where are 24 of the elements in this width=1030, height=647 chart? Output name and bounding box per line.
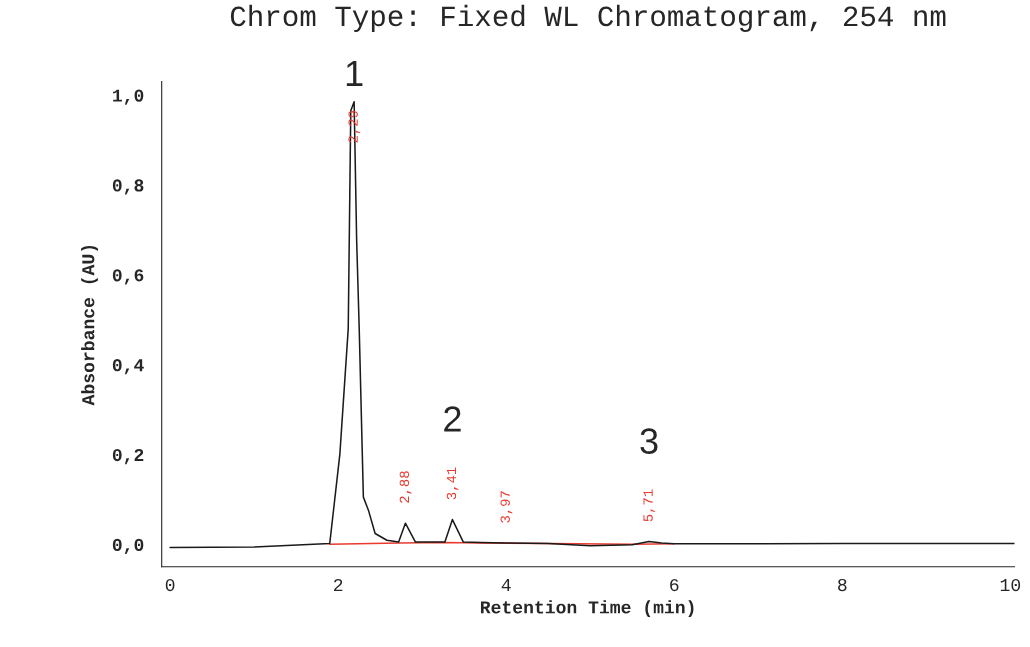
annotation: 1 bbox=[346, 61, 363, 86]
x-tick-label: 2 bbox=[334, 578, 343, 591]
y-axis-title: Absorbance (AU) bbox=[81, 245, 98, 406]
x-axis-title: Retention Time (min) bbox=[480, 600, 694, 618]
y-tick-label: 0,0 bbox=[112, 538, 144, 555]
annotation: 2,29 bbox=[348, 111, 361, 143]
annotation: 2,88 bbox=[399, 471, 412, 503]
annotation: 3,41 bbox=[446, 467, 459, 500]
y-tick-label: 1,0 bbox=[113, 89, 144, 105]
y-tick-label: 0,4 bbox=[112, 359, 144, 375]
annotation: 3 bbox=[640, 428, 658, 454]
annotation: 2 bbox=[444, 406, 461, 432]
x-tick-label: 10 bbox=[1000, 578, 1021, 592]
y-tick-label: 0,8 bbox=[112, 179, 144, 195]
line-series bbox=[169, 100, 1015, 549]
x-tick-label: 0 bbox=[165, 578, 175, 592]
x-tick-label: 6 bbox=[670, 578, 679, 592]
y-tick-label: 0,6 bbox=[112, 269, 144, 285]
annotation: 3,97 bbox=[500, 491, 513, 523]
chart-title: Chrom Type: Fixed WL Chromatogram, 254 nm bbox=[230, 4, 946, 33]
x-tick-label: 8 bbox=[838, 578, 847, 592]
annotation: 5,71 bbox=[643, 489, 656, 522]
x-tick-label: 4 bbox=[501, 579, 511, 591]
y-tick-label: 0,2 bbox=[112, 448, 144, 465]
